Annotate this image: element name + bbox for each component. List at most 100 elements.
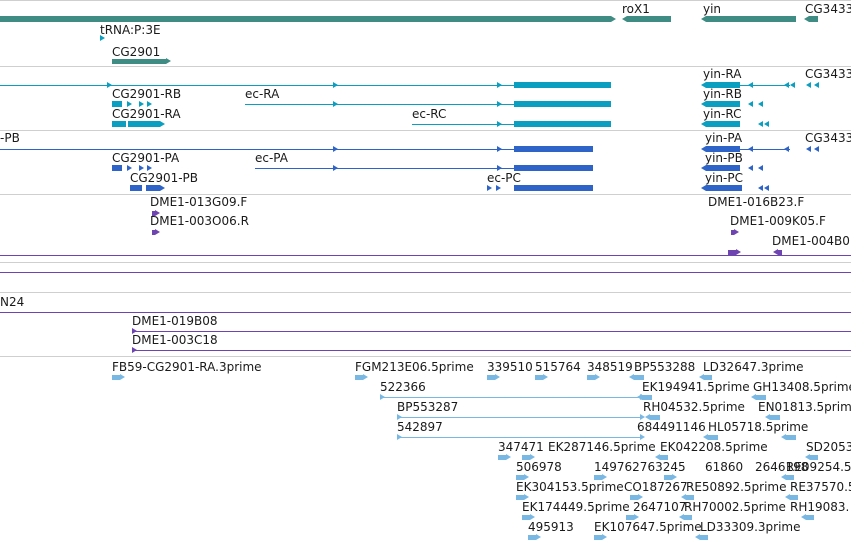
- feature-label[interactable]: EN01813.5prime: [758, 400, 851, 414]
- feature-label[interactable]: EK174449.5prime: [522, 500, 630, 514]
- exon-block[interactable]: [728, 249, 736, 255]
- exon-block[interactable]: [786, 434, 796, 440]
- feature-label[interactable]: SD20536.5p: [806, 440, 851, 454]
- feature-label[interactable]: CG2901-PA: [112, 151, 180, 165]
- feature-label[interactable]: yin-RA: [703, 67, 742, 81]
- feature-label[interactable]: CG3433: [805, 131, 851, 145]
- feature-label[interactable]: BP553288: [634, 360, 696, 374]
- feature-label[interactable]: yin-PB: [705, 151, 743, 165]
- feature-label[interactable]: yin-RC: [703, 107, 742, 121]
- feature-label[interactable]: RE50892.5prime: [686, 480, 787, 494]
- feature-label[interactable]: EK107647.5prime: [594, 520, 702, 534]
- exon-block[interactable]: [514, 121, 611, 127]
- feature-label[interactable]: DME1-003O06.R: [150, 214, 249, 228]
- feature-label[interactable]: 2646198: [755, 460, 809, 474]
- feature-label[interactable]: RE37570.5: [790, 480, 851, 494]
- exon-block[interactable]: [700, 534, 708, 540]
- exon-block[interactable]: [594, 474, 602, 480]
- feature-label[interactable]: yin-PA: [705, 131, 743, 145]
- exon-block[interactable]: [146, 185, 160, 191]
- feature-label[interactable]: LD32647.3prime: [703, 360, 804, 374]
- exon-block[interactable]: [152, 229, 155, 235]
- exon-block[interactable]: [487, 374, 495, 380]
- feature-label[interactable]: DME1-003C18: [132, 333, 218, 347]
- exon-block[interactable]: [355, 374, 363, 380]
- feature-label[interactable]: 542897: [397, 420, 443, 434]
- feature-label[interactable]: CG2901-PB: [130, 171, 199, 185]
- exon-block[interactable]: [514, 146, 593, 152]
- exon-block[interactable]: [790, 494, 798, 500]
- exon-block[interactable]: [128, 121, 160, 127]
- feature-label[interactable]: CG3433: [805, 67, 851, 81]
- feature-label[interactable]: 495913: [528, 520, 574, 534]
- exon-block[interactable]: [806, 514, 814, 520]
- feature-label[interactable]: 347471: [498, 440, 544, 454]
- exon-block[interactable]: [630, 494, 638, 500]
- feature-label[interactable]: LD33309.3prime: [700, 520, 801, 534]
- feature-label[interactable]: RH04532.5prime: [643, 400, 745, 414]
- feature-label[interactable]: yin-RB: [703, 87, 742, 101]
- exon-block[interactable]: [152, 210, 155, 216]
- exon-block[interactable]: [627, 16, 671, 22]
- exon-block[interactable]: [535, 374, 543, 380]
- feature-label[interactable]: 506978: [516, 460, 562, 474]
- feature-label[interactable]: ec-PA: [255, 151, 288, 165]
- exon-block[interactable]: [706, 121, 740, 127]
- exon-block[interactable]: [0, 16, 611, 22]
- exon-block[interactable]: [587, 374, 595, 380]
- feature-label[interactable]: CO187267: [624, 480, 688, 494]
- feature-label[interactable]: GH13408.5prime: [753, 380, 851, 394]
- exon-block[interactable]: [112, 101, 122, 107]
- exon-block[interactable]: [650, 414, 660, 420]
- exon-block[interactable]: [660, 454, 668, 460]
- feature-label[interactable]: FGM213E06.5prime: [355, 360, 474, 374]
- exon-block[interactable]: [706, 165, 740, 171]
- feature-label[interactable]: ec-RC: [412, 107, 447, 121]
- exon-block[interactable]: [664, 474, 672, 480]
- feature-label[interactable]: CG2901-RB: [112, 87, 182, 101]
- exon-block[interactable]: [706, 101, 740, 107]
- exon-block[interactable]: [810, 454, 818, 460]
- feature-label[interactable]: CG3433: [805, 2, 851, 16]
- feature-label[interactable]: EK304153.5prime: [516, 480, 624, 494]
- feature-label[interactable]: FB59-CG2901-RA.3prime: [112, 360, 262, 374]
- exon-block[interactable]: [684, 514, 692, 520]
- feature-label[interactable]: 2647107: [633, 500, 687, 514]
- exon-block[interactable]: [686, 494, 694, 500]
- feature-label[interactable]: 61860: [705, 460, 744, 474]
- exon-block[interactable]: [786, 474, 794, 480]
- exon-block[interactable]: [706, 16, 796, 22]
- feature-label[interactable]: -PB: [0, 131, 20, 145]
- exon-block[interactable]: [522, 454, 530, 460]
- feature-label[interactable]: RH19083.: [790, 500, 850, 514]
- exon-block[interactable]: [112, 165, 122, 171]
- exon-block[interactable]: [634, 374, 644, 380]
- feature-label[interactable]: DME1-004B0: [772, 234, 850, 248]
- feature-label[interactable]: 515764: [535, 360, 581, 374]
- feature-label[interactable]: 522366: [380, 380, 426, 394]
- feature-label[interactable]: RE09254.5: [786, 460, 851, 474]
- exon-block[interactable]: [708, 434, 718, 440]
- feature-label[interactable]: RH70002.5prime: [684, 500, 786, 514]
- feature-label[interactable]: N24: [0, 295, 25, 309]
- feature-label[interactable]: tRNA:P:3E: [100, 23, 161, 37]
- feature-label[interactable]: ec-RA: [245, 87, 280, 101]
- exon-block[interactable]: [706, 146, 740, 152]
- exon-block[interactable]: [704, 374, 712, 380]
- exon-block[interactable]: [528, 534, 536, 540]
- exon-block[interactable]: [516, 494, 524, 500]
- exon-block[interactable]: [112, 374, 120, 380]
- feature-label[interactable]: HL05718.5prime: [708, 420, 809, 434]
- feature-label[interactable]: EK194941.5prime: [642, 380, 750, 394]
- feature-label[interactable]: BP553287: [397, 400, 459, 414]
- feature-label[interactable]: EK042208.5prime: [660, 440, 768, 454]
- feature-label[interactable]: 684491146: [637, 420, 706, 434]
- exon-block[interactable]: [731, 229, 734, 235]
- feature-label[interactable]: DME1-013G09.F: [150, 195, 248, 209]
- feature-label[interactable]: yin-PC: [705, 171, 743, 185]
- exon-block[interactable]: [522, 514, 530, 520]
- exon-block[interactable]: [594, 534, 602, 540]
- exon-block[interactable]: [778, 249, 782, 255]
- feature-label[interactable]: yin: [703, 2, 722, 16]
- exon-block[interactable]: [514, 165, 593, 171]
